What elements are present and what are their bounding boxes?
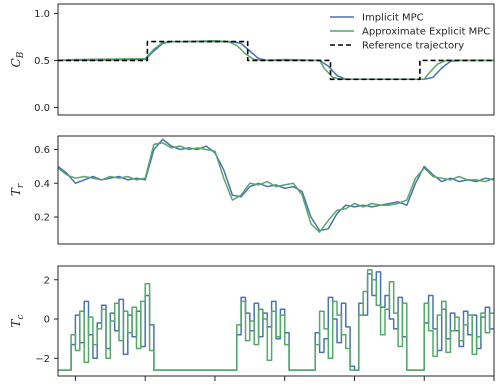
legend-label-implicit: Implicit MPC [362, 13, 424, 24]
y-tick-label-panel1: 1.0 [34, 9, 50, 20]
y-tick-label-panel1: 0.0 [34, 103, 50, 114]
axes-frame-panel3 [57, 265, 495, 377]
y-tick-label-panel2: 0.2 [34, 213, 50, 224]
y-axis-label-panel2: Tr [9, 183, 26, 196]
y-tick-label-panel2: 0.6 [34, 145, 50, 156]
y-axis-label-main: T [9, 187, 23, 196]
y-tick-label-panel2: 0.4 [34, 179, 50, 190]
legend-label-reference: Reference trajectory [362, 41, 464, 52]
y-axis-label-subscript: B [16, 51, 26, 59]
y-tick-label-panel1: 0.5 [34, 56, 50, 67]
y-axis-label-panel1: CB [9, 51, 26, 67]
y-axis-label-subscript: c [16, 314, 26, 319]
y-axis-label-subscript: r [16, 183, 26, 188]
series-line-explicit-panel2 [58, 142, 494, 233]
axes-frame-panel2 [57, 135, 495, 245]
y-axis-label-main: C [9, 58, 23, 67]
series-line-reference-panel1 [58, 40, 494, 81]
y-tick-label-panel3: 2 [44, 275, 50, 286]
y-axis-label-panel3: Tc [9, 314, 26, 327]
axes-frame-panel1 [57, 3, 495, 116]
series-line-explicit-panel3 [58, 269, 494, 371]
series-line-implicit-panel2 [58, 138, 494, 232]
legend-label-explicit: Approximate Explicit MPC [362, 27, 490, 38]
y-tick-label-panel3: 0 [44, 315, 50, 326]
y-tick-label-panel3: −2 [35, 354, 50, 365]
y-axis-label-main: T [9, 319, 23, 328]
